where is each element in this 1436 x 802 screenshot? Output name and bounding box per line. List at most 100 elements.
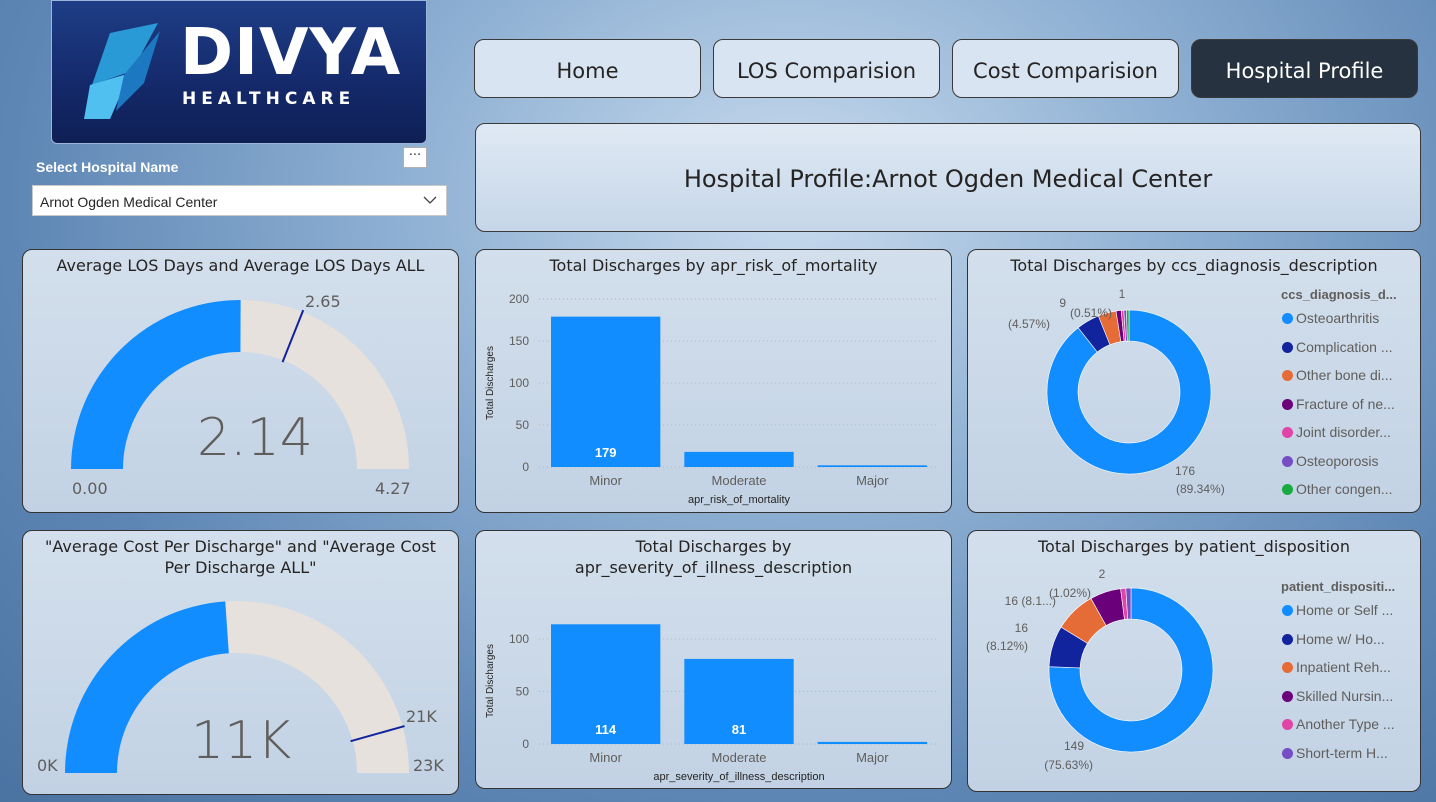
cost-gauge-svg	[65, 601, 409, 773]
donut-data-label: 16 (8.1...)	[1005, 594, 1056, 608]
legend-item[interactable]: Home w/ Ho...	[1282, 631, 1385, 647]
donut-data-label: 1	[1119, 287, 1126, 301]
donut-data-label: (8.12%)	[986, 639, 1028, 653]
severity-bar-chart: 0 50 100 Minor 114 Moderate 81 Major apr_severit…	[485, 624, 939, 783]
los-gauge-fill	[71, 300, 241, 469]
legend-item[interactable]: Skilled Nursin...	[1282, 688, 1393, 704]
bar-data-label: 81	[732, 722, 746, 737]
donut-data-label: 9	[1059, 296, 1066, 310]
los-gauge-min: 0.00	[72, 479, 108, 498]
y-tick-label: 50	[516, 418, 530, 432]
legend-item[interactable]: Short-term H...	[1282, 745, 1388, 761]
donut-slice	[1048, 587, 1214, 753]
cost-gauge-value: 11K	[191, 711, 292, 771]
donut-data-label: 176	[1175, 464, 1195, 478]
legend-item[interactable]: Fracture of ne...	[1282, 396, 1395, 412]
hospital-select[interactable]: Arnot Ogden Medical Center	[32, 185, 447, 216]
legend-dot-icon	[1282, 341, 1293, 353]
y-tick-label: 50	[516, 685, 530, 699]
cost-gauge-min: 0K	[37, 756, 58, 775]
nav-los-comparision-button[interactable]: LOS Comparision	[713, 39, 940, 98]
y-axis-label: Total Discharges	[485, 644, 496, 718]
more-options-button[interactable]: ···	[403, 147, 427, 168]
legend-item[interactable]: Another Type ...	[1282, 716, 1395, 732]
x-tick-label: Minor	[589, 473, 622, 488]
nav-home-button[interactable]: Home	[474, 39, 701, 98]
donut-data-label: (75.63%)	[1044, 758, 1093, 772]
cost-gauge-max: 23K	[413, 756, 444, 775]
legend-dot-icon	[1282, 484, 1293, 495]
x-tick-label: Major	[856, 473, 889, 488]
x-tick-label: Major	[856, 750, 889, 765]
disposition-donut-chart: 149 (75.63%) 16 (8.12%) 16 (8.1...)(1.02%) 2	[986, 567, 1214, 772]
donut-data-label: (4.57%)	[1008, 317, 1050, 331]
legend-item[interactable]: Osteoarthritis	[1282, 310, 1379, 326]
y-tick-label: 200	[509, 292, 529, 306]
legend-dot-icon	[1282, 370, 1293, 381]
los-gauge-target-line	[281, 309, 305, 363]
x-axis-label: apr_severity_of_illness_description	[653, 771, 824, 783]
bar	[817, 741, 927, 744]
severity-chart-title: Total Discharges by apr_severity_of_illn…	[574, 537, 853, 577]
x-tick-label: Moderate	[712, 473, 767, 488]
legend-label: Inpatient Reh...	[1296, 659, 1391, 675]
bar-data-label: 114	[595, 722, 617, 737]
los-gauge-card[interactable]: Average LOS Days and Average LOS Days AL…	[22, 249, 459, 513]
los-gauge-value: 2.14	[197, 408, 313, 468]
severity-bar-card[interactable]: Total Discharges by apr_severity_of_illn…	[475, 530, 952, 789]
legend-item[interactable]: Other congen...	[1282, 481, 1393, 497]
legend-label: Joint disorder...	[1296, 424, 1391, 440]
hospital-select-value: Arnot Ogden Medical Center	[40, 194, 218, 210]
bar	[551, 316, 661, 467]
legend-label: Other bone di...	[1296, 367, 1393, 383]
page-title-text: Hospital Profile:Arnot Ogden Medical Cen…	[683, 165, 1213, 193]
x-tick-label: Moderate	[712, 750, 767, 765]
legend-dot-icon	[1282, 690, 1293, 702]
legend-label: Osteoarthritis	[1296, 310, 1380, 326]
legend-label: Complication ...	[1296, 338, 1393, 355]
donut-data-label: 2	[1099, 567, 1106, 581]
cost-gauge-card[interactable]: "Average Cost Per Discharge" and "Averag…	[22, 530, 459, 795]
los-gauge-target-label: 2.65	[305, 292, 341, 311]
legend-label: Short-term H...	[1296, 744, 1388, 761]
donut-slice	[1125, 587, 1132, 620]
mortality-bar-card[interactable]: Total Discharges by apr_risk_of_mortalit…	[475, 249, 952, 513]
disposition-chart-title: Total Discharges by patient_disposition	[1038, 537, 1350, 556]
page-title: Hospital Profile:Arnot Ogden Medical Cen…	[475, 123, 1421, 232]
donut-data-label: 149	[1064, 739, 1084, 753]
x-tick-label: Minor	[589, 750, 622, 765]
legend-dot-icon	[1282, 662, 1293, 673]
chevron-down-icon	[423, 196, 437, 204]
bar	[684, 451, 794, 467]
legend-label: Fracture of ne...	[1296, 395, 1395, 412]
legend-item[interactable]: Other bone di...	[1282, 367, 1393, 383]
legend-item[interactable]: Home or Self ...	[1282, 602, 1393, 618]
nav-hospital-profile-button[interactable]: Hospital Profile	[1191, 39, 1418, 98]
logo-mark-icon	[84, 23, 160, 119]
nav-cost-comparision-button[interactable]: Cost Comparision	[952, 39, 1179, 98]
y-tick-label: 100	[509, 376, 529, 390]
y-tick-label: 0	[522, 737, 529, 751]
cost-gauge-target-label: 21K	[406, 707, 437, 726]
diagnosis-legend-title: ccs_diagnosis_d...	[1281, 287, 1397, 302]
x-axis-label: apr_risk_of_mortality	[688, 494, 791, 506]
disposition-donut-card[interactable]: Total Discharges by patient_disposition …	[967, 530, 1421, 792]
legend-item[interactable]: Joint disorder...	[1282, 424, 1391, 440]
legend-label: Skilled Nursin...	[1296, 687, 1394, 704]
diagnosis-donut-card[interactable]: Total Discharges by ccs_diagnosis_descri…	[967, 249, 1421, 513]
logo-sub-text: HEALTHCARE	[182, 89, 356, 109]
mortality-chart-title: Total Discharges by apr_risk_of_mortalit…	[549, 256, 878, 275]
legend-item[interactable]: Osteoporosis	[1282, 453, 1378, 469]
los-gauge-title: Average LOS Days and Average LOS Days AL…	[56, 256, 425, 275]
mortality-bar-chart: 0 50 100 150 200 Minor 179 Moderate Major apr_ris…	[485, 292, 939, 506]
legend-label: Home or Self ...	[1296, 602, 1394, 618]
legend-item[interactable]: Complication ...	[1282, 339, 1392, 355]
legend-item[interactable]: Inpatient Reh...	[1282, 659, 1391, 675]
bar	[551, 624, 661, 744]
legend-dot-icon	[1282, 427, 1293, 438]
legend-dot-icon	[1282, 605, 1293, 616]
los-gauge-svg	[71, 300, 409, 469]
y-tick-label: 150	[509, 334, 529, 348]
y-tick-label: 0	[522, 460, 529, 474]
donut-data-label: (1.02%)	[1049, 586, 1091, 600]
